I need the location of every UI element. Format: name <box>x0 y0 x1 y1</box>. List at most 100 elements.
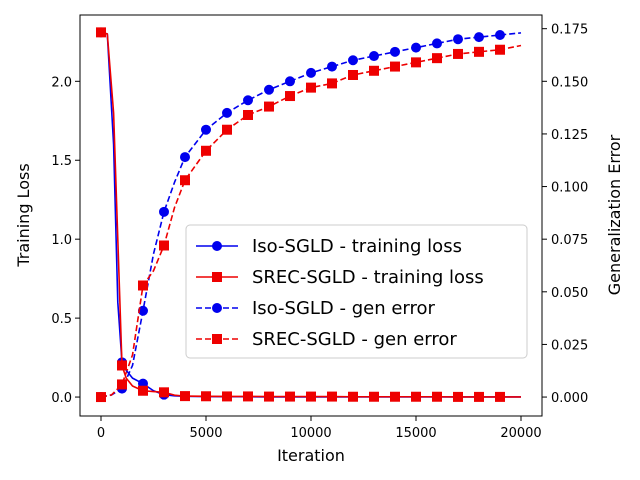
data-point <box>180 175 190 186</box>
legend-label: Iso-SGLD - gen error <box>252 298 436 319</box>
series-3 <box>96 44 522 403</box>
y-right-tick-label: 0.050 <box>551 286 588 301</box>
y-right-tick-label: 0.025 <box>551 338 588 353</box>
data-point <box>369 51 379 62</box>
data-point <box>474 32 484 43</box>
data-point <box>138 385 148 396</box>
y-left-tick-label: 0.0 <box>51 391 72 406</box>
data-point <box>390 391 400 402</box>
series-1 <box>96 27 521 402</box>
x-axis-title: Iteration <box>277 446 345 465</box>
data-point <box>285 391 295 402</box>
data-point <box>159 206 169 217</box>
y-left-axis-title: Training Loss <box>14 163 33 267</box>
y-right-axis-ticks: 0.000 0.025 0.050 0.075 0.100 0.125 0.150 0.175 <box>542 23 588 406</box>
data-point <box>117 360 127 371</box>
data-point <box>390 46 400 57</box>
legend: Iso-SGLD - training loss SREC-SGLD - trai… <box>185 224 528 359</box>
data-point <box>495 29 505 40</box>
legend-marker <box>212 272 222 282</box>
data-point <box>453 48 463 59</box>
data-point <box>306 67 316 78</box>
data-point <box>117 379 127 390</box>
legend-entry: Iso-SGLD - gen error <box>196 298 436 319</box>
legend-marker <box>212 334 222 344</box>
legend-entries: Iso-SGLD - training loss SREC-SGLD - trai… <box>196 236 484 350</box>
data-point <box>201 124 211 135</box>
data-point <box>327 78 337 89</box>
data-point <box>243 109 253 120</box>
data-point <box>474 391 484 402</box>
data-point <box>222 124 232 135</box>
x-tick-label: 5000 <box>189 426 222 441</box>
x-tick-label: 0 <box>97 426 105 441</box>
legend-marker <box>212 241 222 251</box>
data-point <box>411 391 421 402</box>
y-right-tick-label: 0.125 <box>551 128 588 143</box>
data-point <box>453 34 463 45</box>
data-point <box>348 69 358 80</box>
data-point <box>390 61 400 72</box>
x-tick-label: 15000 <box>395 426 436 441</box>
y-left-axis-ticks: 0.0 0.5 1.0 1.5 2.0 <box>51 75 80 406</box>
data-point <box>306 391 316 402</box>
data-point <box>264 84 274 95</box>
x-axis-ticks: 0 5000 10000 15000 20000 <box>97 416 542 441</box>
data-point <box>327 391 337 402</box>
y-right-tick-label: 0.000 <box>551 391 588 406</box>
legend-marker <box>212 303 222 313</box>
y-left-tick-label: 1.5 <box>51 154 72 169</box>
x-tick-label: 10000 <box>290 426 331 441</box>
data-point <box>453 391 463 402</box>
data-point <box>180 391 190 402</box>
legend-label: SREC-SGLD - gen error <box>252 329 457 350</box>
data-point <box>201 145 211 156</box>
legend-label: Iso-SGLD - training loss <box>252 236 462 257</box>
data-point <box>411 57 421 68</box>
data-point <box>369 65 379 76</box>
data-point <box>369 391 379 402</box>
y-left-tick-label: 0.5 <box>51 312 72 327</box>
data-point <box>159 387 169 398</box>
data-point <box>159 240 169 251</box>
y-right-tick-label: 0.175 <box>551 23 588 38</box>
data-point <box>348 55 358 66</box>
y-right-tick-label: 0.100 <box>551 181 588 196</box>
x-tick-label: 20000 <box>500 426 541 441</box>
data-point <box>495 44 505 55</box>
legend-entry: Iso-SGLD - training loss <box>196 236 462 257</box>
data-point <box>432 38 442 49</box>
y-right-tick-label: 0.150 <box>551 75 588 90</box>
series-line <box>100 31 521 398</box>
data-point <box>201 391 211 402</box>
data-point <box>348 391 358 402</box>
y-right-axis-title: Generalization Error <box>605 134 624 295</box>
data-point <box>96 27 106 38</box>
y-left-tick-label: 2.0 <box>51 75 72 90</box>
y-left-tick-label: 1.0 <box>51 233 72 248</box>
data-point <box>411 42 421 53</box>
y-right-tick-label: 0.075 <box>551 233 588 248</box>
data-point <box>138 280 148 291</box>
data-point <box>264 391 274 402</box>
data-point <box>432 53 442 64</box>
data-point <box>222 107 232 118</box>
data-point <box>222 391 232 402</box>
data-point <box>432 391 442 402</box>
legend-box <box>185 224 528 359</box>
data-point <box>474 46 484 57</box>
data-point <box>495 391 505 402</box>
data-point <box>264 101 274 112</box>
legend-label: SREC-SGLD - training loss <box>252 267 484 288</box>
data-point <box>180 152 190 163</box>
series-layer <box>96 27 522 403</box>
data-point <box>306 82 316 93</box>
data-point <box>243 95 253 106</box>
data-point <box>285 91 295 102</box>
data-point <box>243 391 253 402</box>
data-point <box>96 392 106 403</box>
legend-entry: SREC-SGLD - gen error <box>196 329 457 350</box>
legend-entry: SREC-SGLD - training loss <box>196 267 484 288</box>
data-point <box>327 61 337 72</box>
